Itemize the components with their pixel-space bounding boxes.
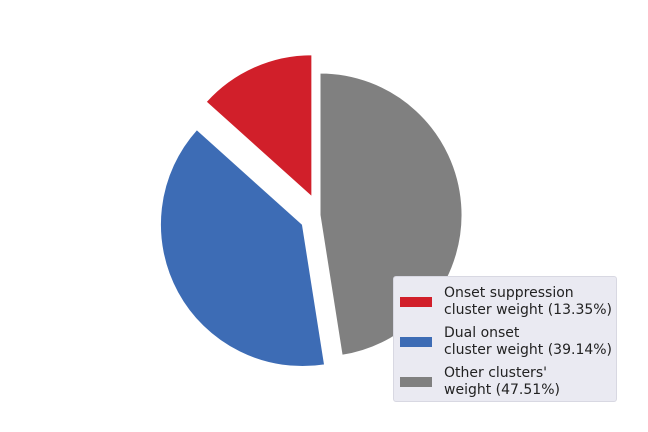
legend-swatch-dual-onset (400, 337, 432, 347)
pie-slice-onset-suppression (205, 54, 313, 198)
legend-label-line: cluster weight (39.14%) (444, 342, 613, 358)
pie-slice-dual-onset (159, 128, 326, 368)
legend-label-line: Dual onset (444, 325, 520, 341)
legend-label-line: cluster weight (13.35%) (444, 302, 613, 318)
legend: Onset suppression cluster weight (13.35%… (393, 276, 617, 402)
legend-entry-dual-onset: Dual onset cluster weight (39.14%) (394, 323, 618, 359)
legend-entry-onset-suppression: Onset suppression cluster weight (13.35%… (394, 283, 618, 319)
legend-label-dual-onset: Dual onset cluster weight (39.14%) (444, 325, 612, 359)
legend-swatch-onset-suppression (400, 297, 432, 307)
legend-label-other-clusters: Other clusters' weight (47.51%) (444, 365, 560, 399)
legend-swatch-other-clusters (400, 377, 432, 387)
legend-entry-other-clusters: Other clusters' weight (47.51%) (394, 363, 618, 399)
legend-label-onset-suppression: Onset suppression cluster weight (13.35%… (444, 285, 612, 319)
legend-label-line: Other clusters' (444, 365, 547, 381)
legend-label-line: weight (47.51%) (444, 382, 560, 398)
legend-label-line: Onset suppression (444, 285, 574, 301)
